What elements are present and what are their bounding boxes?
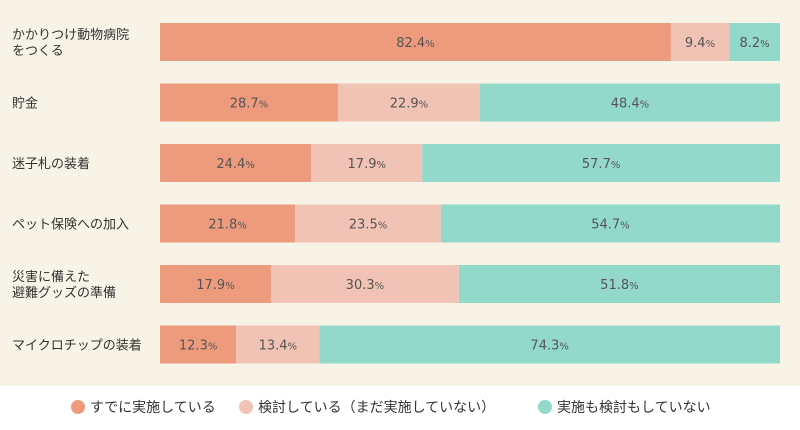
bar-segment (670, 23, 730, 61)
value-label: 82.4% (396, 36, 434, 51)
value-label: 28.7% (230, 97, 268, 112)
value-label: 22.9% (390, 97, 428, 112)
value-label: 24.4% (216, 157, 254, 172)
category-label: 災害に備えた避難グッズの準備 (12, 269, 116, 301)
legend-label: 実施も検討もしていない (557, 400, 711, 416)
value-label: 8.2% (739, 36, 769, 51)
bar-segment (270, 265, 459, 303)
value-label: 51.8% (600, 278, 638, 293)
legend-swatch (538, 400, 552, 414)
bars (160, 23, 780, 364)
legend-swatch (239, 400, 253, 414)
value-label: 17.9% (348, 157, 386, 172)
value-label: 13.4% (259, 339, 297, 354)
value-label: 23.5% (349, 218, 387, 233)
value-label: 30.3% (346, 278, 384, 293)
bar-segment (295, 204, 441, 243)
value-label: 57.7% (582, 157, 620, 172)
value-labels: 82.4% 9.4% 8.2% 28.7% 22.9% 48.4% 24.4% 17.9% 57… (179, 36, 770, 354)
category-label: 貯金 (12, 96, 38, 112)
bar-segment (236, 325, 320, 364)
category-label: マイクロチップの装着 (12, 338, 142, 354)
bar-segment (458, 265, 780, 303)
value-label: 17.9% (196, 278, 234, 293)
bar-segment (160, 144, 312, 182)
bar-segment (160, 204, 296, 243)
bar-segment (160, 265, 271, 303)
legend-background (0, 386, 800, 430)
bar-segment (729, 23, 780, 61)
bar-segment (422, 144, 780, 182)
legend-label: すでに実施している (90, 400, 216, 416)
bar-segment (311, 144, 423, 182)
bar-segment (160, 23, 671, 61)
legend: すでに実施している 検討している（まだ実施していない） 実施も検討もしていない (71, 400, 711, 416)
bar-segment (479, 83, 780, 122)
bar-segment (160, 325, 237, 364)
category-label: ペット保険への加入 (12, 218, 129, 233)
bar-segment (337, 83, 480, 122)
value-label: 54.7% (591, 218, 629, 233)
bar-segment (440, 204, 780, 243)
category-labels: かかりつけ動物病院をつくる貯金迷子札の装着ペット保険への加入災害に備えた避難グッ… (12, 28, 142, 354)
value-label: 12.3% (179, 339, 217, 354)
value-label: 21.8% (208, 218, 246, 233)
bar-segment (160, 83, 338, 122)
value-label: 9.4% (685, 36, 715, 51)
category-label: かかりつけ動物病院をつくる (12, 28, 129, 59)
category-label: 迷子札の装着 (12, 156, 90, 172)
bar-segment (319, 325, 780, 364)
value-label: 48.4% (611, 97, 649, 112)
legend-swatch (71, 400, 85, 414)
value-label: 74.3% (530, 339, 568, 354)
legend-label: 検討している（まだ実施していない） (258, 400, 495, 416)
